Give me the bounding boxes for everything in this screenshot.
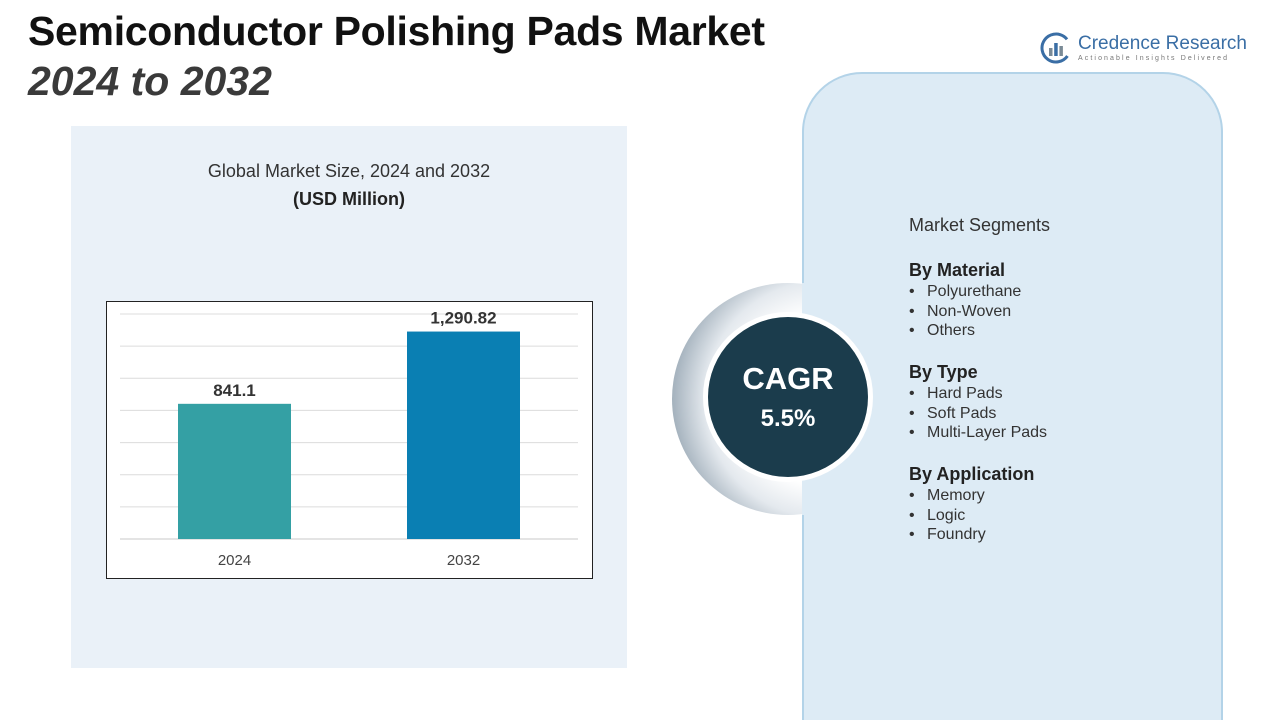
- x-tick-label: 2024: [218, 552, 251, 569]
- chart-panel: Global Market Size, 2024 and 2032 (USD M…: [71, 126, 627, 668]
- segment-item: Soft Pads: [909, 404, 1047, 424]
- x-tick-label: 2032: [447, 552, 480, 569]
- cagr-value: 5.5%: [760, 405, 816, 432]
- segment-item: Multi-Layer Pads: [909, 423, 1047, 443]
- segment-item: Memory: [909, 486, 1034, 506]
- cagr-badge: CAGR 5.5%: [708, 317, 868, 477]
- logo-name: Credence Research: [1078, 33, 1247, 54]
- segment-item: Non-Woven: [909, 302, 1021, 322]
- data-label: 841.1: [213, 381, 256, 400]
- chart-frame: 841.1 2024 1,290.82 2032: [106, 301, 593, 579]
- segment-group: By TypeHard PadsSoft PadsMulti-Layer Pad…: [909, 362, 1047, 443]
- segment-list: PolyurethaneNon-WovenOthers: [909, 282, 1021, 341]
- brand-logo[interactable]: Credence Research Actionable Insights De…: [1040, 30, 1255, 70]
- page-subtitle: 2024 to 2032: [28, 58, 272, 104]
- segment-group: By ApplicationMemoryLogicFoundry: [909, 464, 1034, 545]
- segments-heading: Market Segments: [909, 215, 1051, 235]
- bar-chart: 841.1 2024 1,290.82 2032: [120, 309, 578, 569]
- segment-item: Hard Pads: [909, 384, 1047, 404]
- data-label: 1,290.82: [430, 309, 496, 328]
- cagr-label: CAGR: [742, 361, 834, 396]
- segment-list: Hard PadsSoft PadsMulti-Layer Pads: [909, 384, 1047, 443]
- segment-group-title: By Material: [909, 260, 1006, 280]
- segment-item: Foundry: [909, 525, 1034, 545]
- segment-item: Others: [909, 321, 1021, 341]
- chart-unit-label: (USD Million): [293, 189, 405, 209]
- segment-group-title: By Type: [909, 362, 978, 382]
- page-title: Semiconductor Polishing Pads Market: [28, 8, 765, 54]
- segment-list: MemoryLogicFoundry: [909, 486, 1034, 545]
- segment-group-title: By Application: [909, 464, 1035, 484]
- logo-icon: [1040, 32, 1072, 64]
- bar: [178, 403, 291, 539]
- segment-item: Polyurethane: [909, 282, 1021, 302]
- segment-group: By MaterialPolyurethaneNon-WovenOthers: [909, 260, 1021, 341]
- chart-title: Global Market Size, 2024 and 2032: [207, 161, 491, 181]
- logo-tagline: Actionable Insights Delivered: [1078, 55, 1230, 62]
- bar: [407, 331, 520, 539]
- segment-item: Logic: [909, 506, 1034, 526]
